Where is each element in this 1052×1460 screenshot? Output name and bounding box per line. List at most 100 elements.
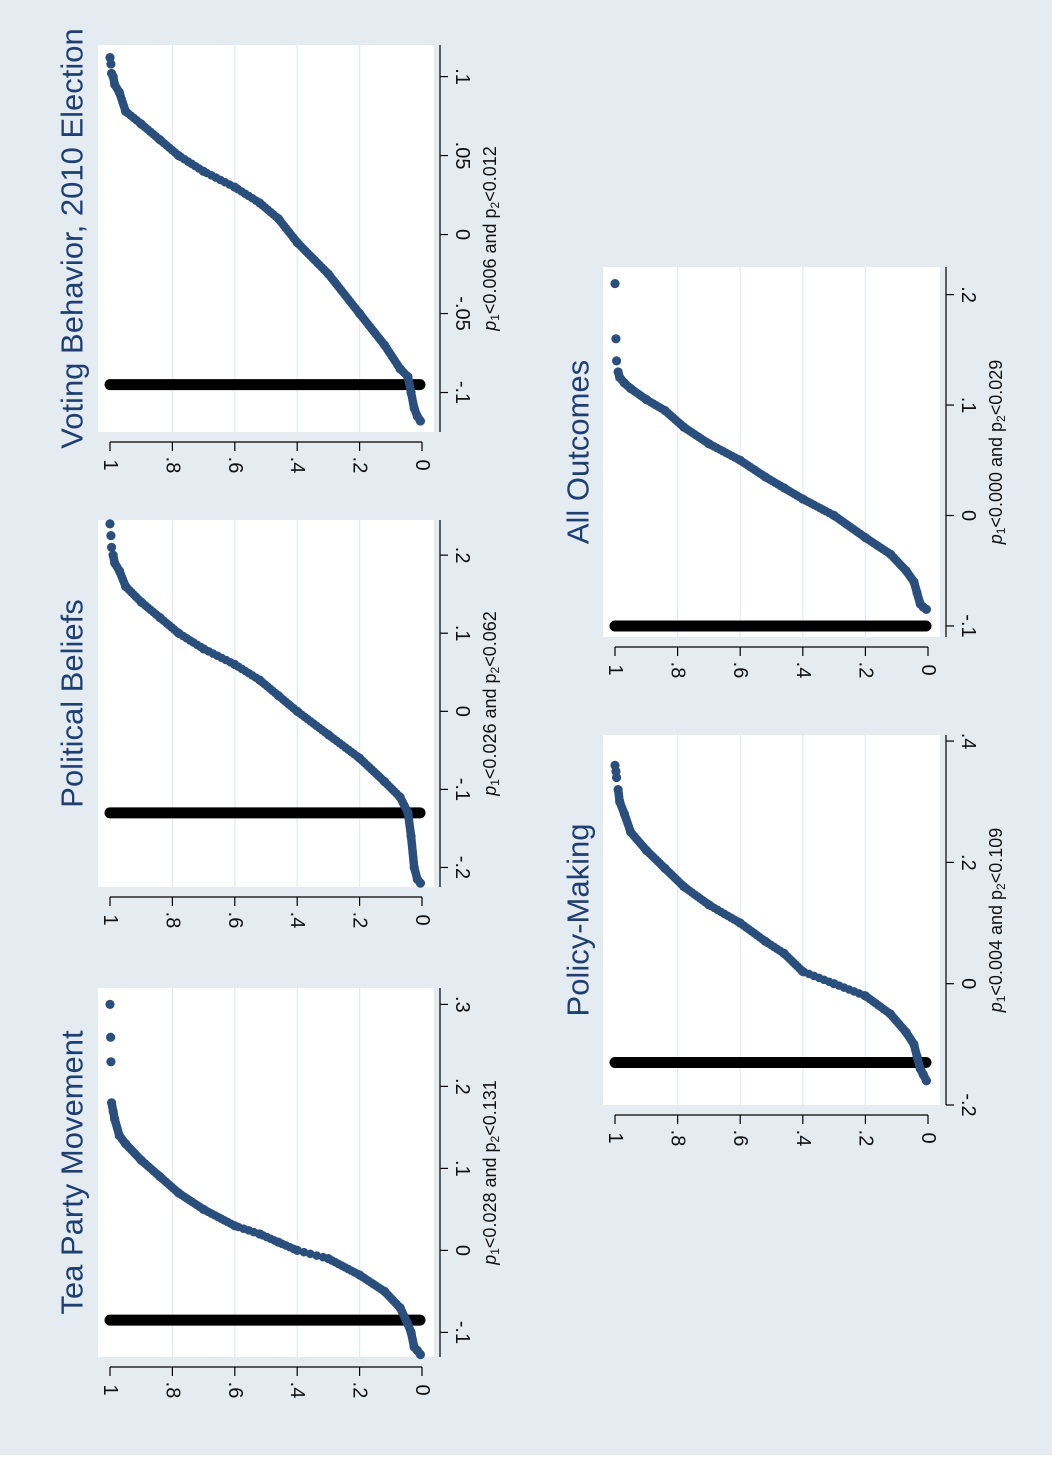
data-point <box>121 581 131 591</box>
data-point <box>641 845 651 855</box>
data-point <box>108 1106 118 1116</box>
data-point <box>110 1114 120 1124</box>
p-symbol: p <box>986 534 1006 545</box>
data-point <box>704 900 714 910</box>
data-point <box>292 706 302 716</box>
p1-value: <0.000 and <box>986 432 1006 528</box>
data-point <box>613 784 623 795</box>
data-point <box>610 760 620 770</box>
y-tick-label: .2 <box>854 662 876 679</box>
y-tick-label: .8 <box>667 662 689 679</box>
p-value-note: p1<0.026 and p2<0.062 <box>480 611 502 797</box>
data-point <box>323 730 333 740</box>
data-point <box>105 53 115 63</box>
panel-title: Voting Behavior, 2010 Election <box>55 28 90 449</box>
data-point <box>798 966 808 977</box>
x-tick-label: -.1 <box>451 381 473 404</box>
data-point <box>136 597 146 607</box>
x-tick-label: .2 <box>451 547 473 564</box>
y-tick-label: .6 <box>224 912 246 929</box>
x-tick-label: .05 <box>451 142 473 170</box>
plot-region <box>98 988 434 1357</box>
data-point <box>106 542 117 552</box>
x-tick-label: -.1 <box>451 1321 473 1344</box>
data-point <box>626 383 636 394</box>
p2-value: <0.012 <box>480 146 500 202</box>
p-symbol: p <box>480 208 500 218</box>
data-point <box>355 1270 365 1280</box>
p2-value: <0.131 <box>480 1080 500 1136</box>
data-point <box>829 510 839 521</box>
y-tick-label: .2 <box>349 912 371 929</box>
data-point <box>273 214 284 224</box>
data-point <box>406 387 416 398</box>
x-tick-label: .3 <box>451 996 473 1013</box>
x-tick-label: -.2 <box>957 1093 979 1116</box>
x-tick-label: -.1 <box>451 778 473 801</box>
data-point <box>379 340 390 350</box>
data-point <box>406 1327 416 1337</box>
data-point <box>915 1064 925 1074</box>
data-point <box>114 1131 124 1141</box>
y-tick-label: 0 <box>917 1132 939 1143</box>
data-point <box>273 691 284 701</box>
data-point <box>626 827 636 837</box>
data-point <box>406 831 416 841</box>
panel-title: Policy-Making <box>561 824 596 1017</box>
p-value-note: p1<0.006 and p2<0.012 <box>480 146 502 332</box>
data-point <box>679 882 689 892</box>
data-point <box>901 566 911 576</box>
data-point <box>114 87 124 97</box>
p-symbol: p <box>480 1255 500 1266</box>
data-point <box>255 198 265 208</box>
plot-region <box>98 45 434 432</box>
y-tick-label: .4 <box>286 1382 308 1399</box>
x-tick-label: 0 <box>957 978 979 989</box>
y-tick-label: 0 <box>411 1384 433 1395</box>
x-tick-label: .1 <box>451 68 473 85</box>
data-point <box>860 991 871 1001</box>
x-tick-label: 0 <box>451 1245 473 1256</box>
plot-region <box>98 520 434 887</box>
p-value-note: p1<0.028 and p2<0.131 <box>480 1080 502 1266</box>
data-point <box>323 269 333 279</box>
data-point <box>901 1027 911 1037</box>
x-tick-label: 0 <box>451 706 473 717</box>
y-tick-label: .8 <box>161 1382 183 1399</box>
y-tick-label: .6 <box>224 457 246 474</box>
data-point <box>323 1254 333 1264</box>
p-subscript: 2 <box>994 415 1008 422</box>
data-point <box>735 918 745 928</box>
data-point <box>155 1172 165 1182</box>
x-tick-label: 0 <box>451 229 473 240</box>
data-point <box>409 403 419 413</box>
data-point <box>679 422 689 432</box>
data-point <box>155 613 165 623</box>
p-symbol: p <box>986 1002 1006 1013</box>
y-tick-label: .6 <box>729 1130 751 1147</box>
data-point <box>829 979 839 989</box>
panel-title: Tea Party Movement <box>55 1030 90 1315</box>
y-tick-label: 1 <box>99 1384 121 1395</box>
data-point <box>230 1221 240 1231</box>
data-point <box>136 119 146 129</box>
data-point <box>292 1245 302 1255</box>
data-point <box>114 566 124 576</box>
data-point <box>105 519 115 529</box>
data-point <box>174 628 184 638</box>
data-point <box>660 405 670 416</box>
data-point <box>912 588 922 598</box>
p-subscript: 1 <box>994 527 1008 534</box>
p-subscript: 1 <box>488 779 502 786</box>
data-point <box>412 411 422 421</box>
data-point <box>273 1237 284 1247</box>
data-point <box>110 79 120 90</box>
y-tick-label: .4 <box>792 662 814 679</box>
plot-region <box>603 735 940 1105</box>
x-tick-label: .2 <box>957 854 979 871</box>
p-subscript: 1 <box>488 314 502 321</box>
data-point <box>915 599 925 609</box>
y-tick-label: .4 <box>286 912 308 929</box>
